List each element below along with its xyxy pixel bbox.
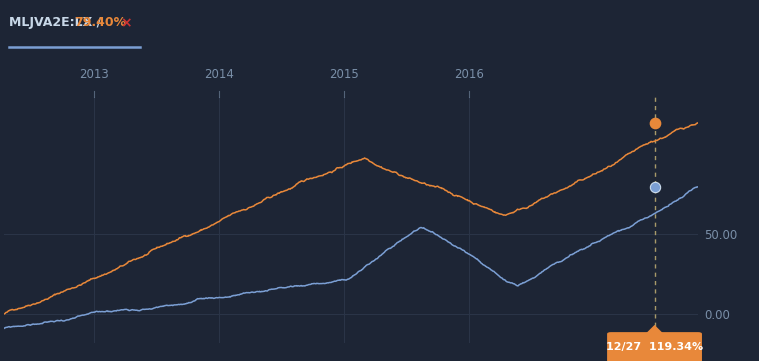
Text: ×: × xyxy=(120,16,131,30)
Point xyxy=(648,184,660,190)
Text: 2015: 2015 xyxy=(329,68,359,81)
Text: 79.40%: 79.40% xyxy=(74,16,127,29)
Text: 2016: 2016 xyxy=(454,68,484,81)
Text: MLJVA2E:LX /: MLJVA2E:LX / xyxy=(9,16,106,29)
Text: 2013: 2013 xyxy=(79,68,109,81)
Text: 12/27  119.34%: 12/27 119.34% xyxy=(606,343,703,352)
Point xyxy=(648,120,660,126)
Text: 2014: 2014 xyxy=(204,68,234,81)
